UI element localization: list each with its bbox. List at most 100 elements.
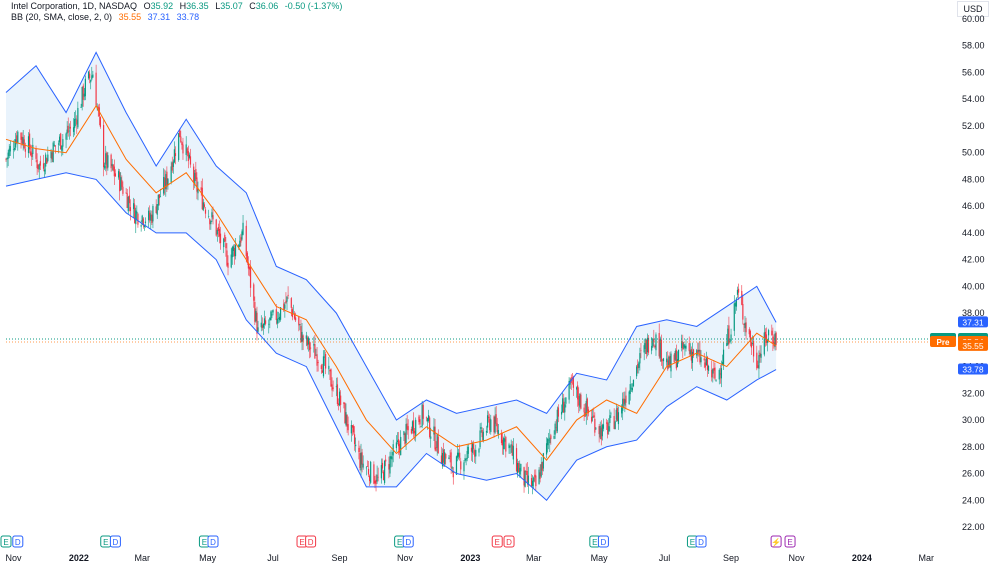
candle-body xyxy=(80,106,82,108)
candle-body xyxy=(84,78,86,97)
candle-body xyxy=(104,165,106,169)
currency-button[interactable]: USD xyxy=(957,1,989,17)
candle-body xyxy=(579,394,581,408)
candle-body xyxy=(632,379,635,387)
price-tick-label: 58.00 xyxy=(962,41,985,51)
candle-body xyxy=(351,425,354,428)
candle-body xyxy=(638,362,640,368)
candle-body xyxy=(179,129,181,138)
candle-body xyxy=(76,119,78,125)
candle-body xyxy=(646,337,648,353)
candle-body xyxy=(226,250,228,266)
time-tick-label: Sep xyxy=(332,553,348,563)
candle-body xyxy=(240,237,242,243)
legend-low: L35.07 xyxy=(215,1,243,11)
price-axis[interactable]: 22.0024.0026.0028.0030.0032.0034.0036.00… xyxy=(962,14,985,532)
candle-body xyxy=(652,338,654,347)
candle-body xyxy=(675,350,677,369)
candle-body xyxy=(414,430,416,434)
candle-body xyxy=(253,284,255,301)
candle-body xyxy=(335,386,337,388)
dividend-marker: D xyxy=(503,535,515,548)
candle-body xyxy=(615,409,617,420)
candle-body xyxy=(748,329,750,335)
candles xyxy=(5,64,777,495)
candle-body xyxy=(749,330,751,342)
candle-body xyxy=(308,341,311,351)
candle-body xyxy=(260,322,262,328)
candle-body xyxy=(706,356,709,370)
candle-body xyxy=(467,446,469,454)
candle-body xyxy=(385,459,387,462)
candle-body xyxy=(752,340,755,357)
candle-body xyxy=(314,344,316,359)
candle-body xyxy=(15,139,17,148)
candle-body xyxy=(729,340,731,342)
candle-body xyxy=(532,480,534,487)
candle-body xyxy=(256,312,258,334)
candle-body xyxy=(622,398,624,411)
candle-body xyxy=(735,298,738,307)
candle-body xyxy=(344,403,346,424)
candle-body xyxy=(193,166,195,182)
candle-body xyxy=(13,148,16,150)
candle-body xyxy=(337,403,340,406)
candle-body xyxy=(61,145,63,151)
candle-body xyxy=(707,365,710,371)
candle-body xyxy=(278,316,281,321)
candle-body xyxy=(700,357,702,363)
candle-body xyxy=(730,334,732,341)
candle-body xyxy=(610,413,612,415)
candle-body xyxy=(721,362,724,366)
candle-body xyxy=(549,437,551,444)
legend-bb-label: BB (20, SMA, close, 2, 0) xyxy=(11,12,113,22)
candle-body xyxy=(463,462,465,472)
candle-body xyxy=(668,356,670,367)
dividend-marker-label: D xyxy=(308,538,314,547)
time-axis[interactable]: Nov 2022 Mar May Jul Sep Nov 2023 Mar May Jul Sep No… xyxy=(6,553,935,563)
candle-body xyxy=(255,311,257,322)
candle-body xyxy=(705,357,707,366)
bollinger-lines xyxy=(5,51,777,501)
price-tick-label: 52.00 xyxy=(962,121,985,131)
candle-body xyxy=(682,342,684,350)
candle-body xyxy=(712,368,714,374)
price-label-badge xyxy=(958,316,988,328)
candle-body xyxy=(631,387,633,391)
candle-body xyxy=(77,107,79,128)
dividend-marker-badge xyxy=(305,535,317,548)
candle-body xyxy=(353,434,356,445)
candle-body xyxy=(28,133,31,150)
candle-body xyxy=(127,196,129,212)
candle-body xyxy=(535,475,537,487)
candle-body xyxy=(376,474,378,482)
dividend-marker: D xyxy=(695,535,707,548)
dividend-marker-label: D xyxy=(506,538,512,547)
candle-body xyxy=(143,225,145,227)
candle-body xyxy=(118,171,120,178)
candle-body xyxy=(390,456,392,459)
candle-body xyxy=(660,339,662,362)
candle-body xyxy=(50,151,52,159)
candle-body xyxy=(460,461,462,470)
candle-body xyxy=(614,421,616,430)
candle-body xyxy=(427,415,430,421)
time-tick-label: Nov xyxy=(788,553,805,563)
candle-body xyxy=(684,345,686,349)
candle-body xyxy=(328,365,330,370)
candle-body xyxy=(173,149,175,163)
candle-body xyxy=(676,359,679,368)
candle-body xyxy=(189,156,192,165)
earnings-marker-label: E xyxy=(495,538,500,547)
candle-body xyxy=(517,462,519,473)
candle-body xyxy=(330,369,332,387)
time-tick-label: Sep xyxy=(723,553,739,563)
candle-body xyxy=(594,418,596,433)
candle-body xyxy=(495,414,497,424)
candle-body xyxy=(140,225,142,227)
candle-body xyxy=(765,334,768,343)
candle-body xyxy=(268,323,270,325)
candle-body xyxy=(775,332,777,345)
candle-body xyxy=(673,354,675,363)
